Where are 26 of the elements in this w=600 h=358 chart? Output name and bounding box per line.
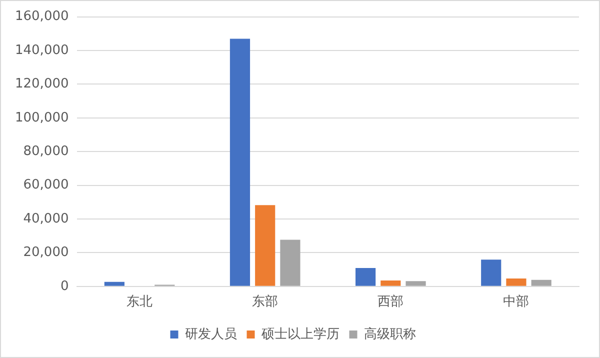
bar xyxy=(356,268,376,286)
legend-label: 研发人员 xyxy=(184,326,237,342)
y-tick-label: 120,000 xyxy=(14,76,69,92)
y-tick-label: 20,000 xyxy=(23,245,69,260)
y-tick-label: 80,000 xyxy=(23,144,69,159)
y-tick-label: 140,000 xyxy=(14,42,69,58)
bar xyxy=(481,260,502,286)
bar xyxy=(531,280,552,286)
bar xyxy=(255,205,276,286)
y-tick-label: 160,000 xyxy=(14,9,69,24)
bar xyxy=(380,280,401,286)
x-tick-label: 西部 xyxy=(378,294,404,310)
bar xyxy=(230,38,250,286)
bar xyxy=(506,278,526,286)
x-tick-label: 东部 xyxy=(252,294,278,310)
legend-label: 硕士以上学历 xyxy=(260,326,340,342)
y-tick-label: 100,000 xyxy=(14,110,69,126)
x-tick-label: 中部 xyxy=(503,294,530,310)
y-tick-label: 0 xyxy=(60,278,69,294)
x-tick-label: 东北 xyxy=(126,294,153,310)
bar xyxy=(280,240,300,286)
y-tick-label: 60,000 xyxy=(23,178,69,193)
legend-label: 高级职称 xyxy=(364,326,416,342)
bar xyxy=(406,281,426,286)
bar xyxy=(104,282,124,286)
y-tick-label: 40,000 xyxy=(23,211,69,226)
